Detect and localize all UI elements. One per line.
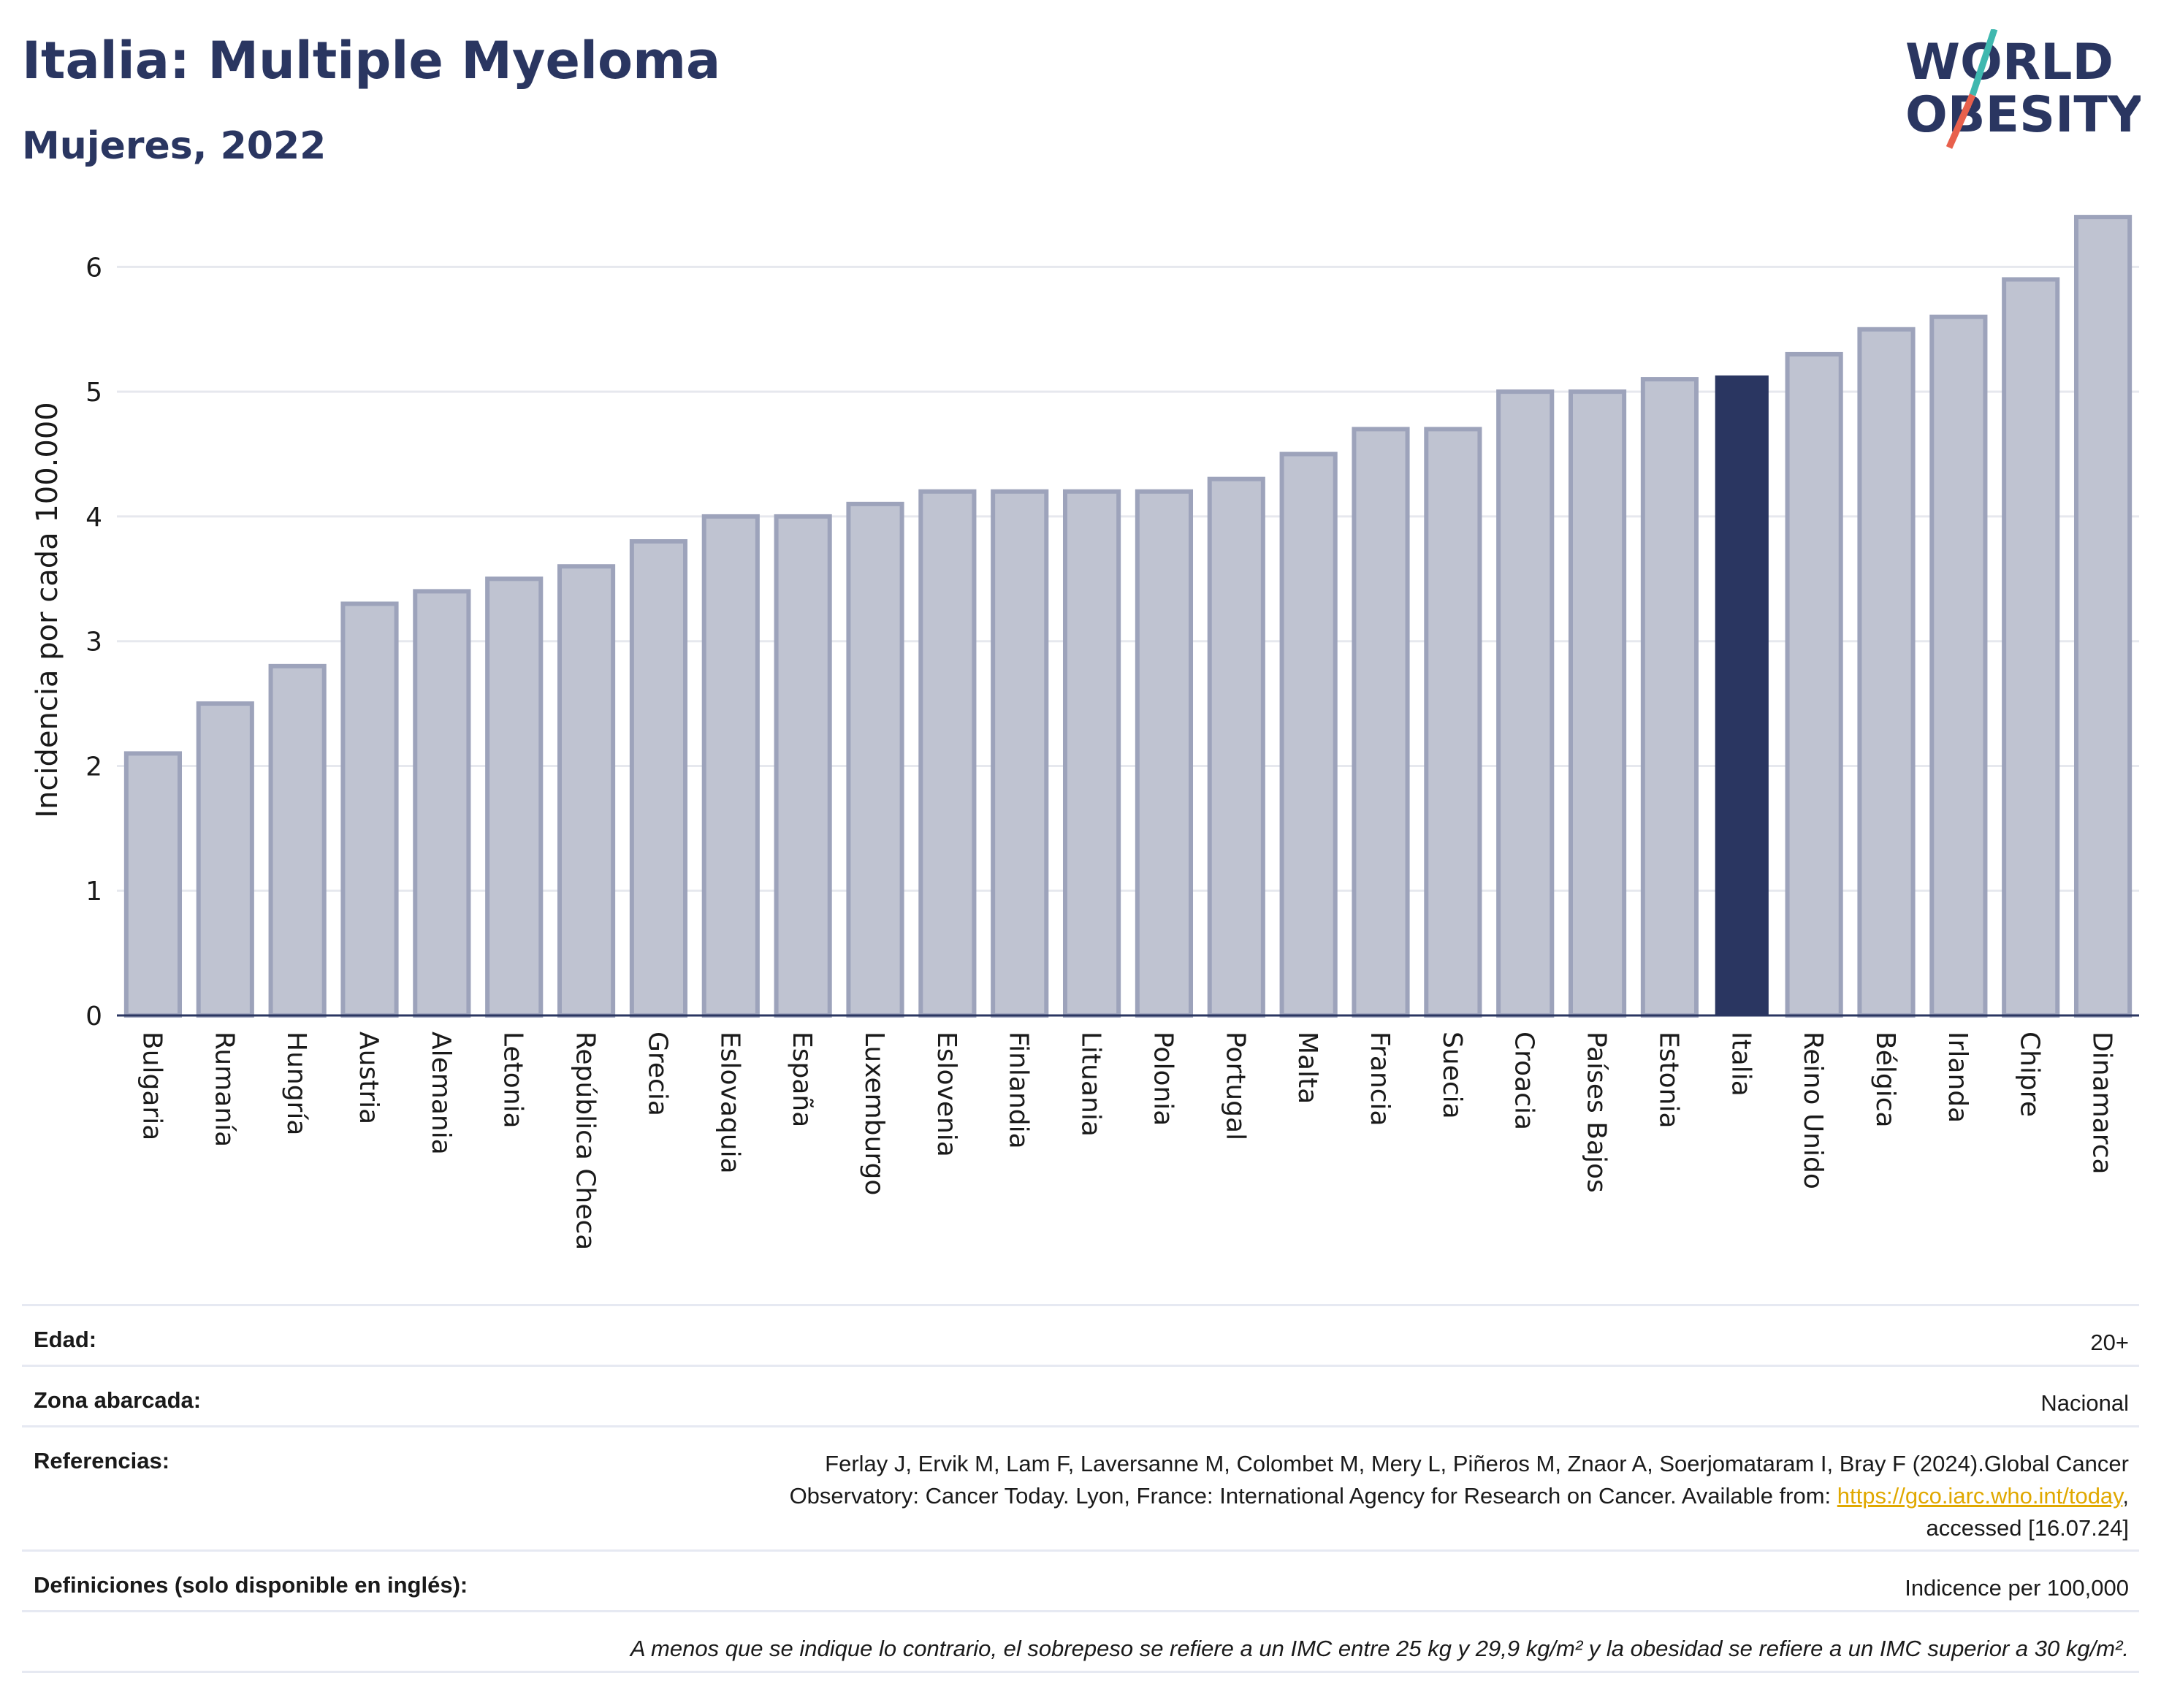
x-tick-label: Luxemburgo xyxy=(859,1032,889,1195)
y-tick-label: 1 xyxy=(85,877,102,907)
x-tick-label: Suecia xyxy=(1437,1032,1467,1119)
x-tick-label: Austria xyxy=(354,1032,384,1124)
def-value: Indicence per 100,000 xyxy=(1905,1575,2129,1601)
meta-row-zona: Zona abarcada: Nacional xyxy=(22,1365,2139,1425)
bar-irlanda xyxy=(1929,314,1988,1018)
bar-eslovaquia xyxy=(701,514,760,1018)
y-tick-label: 4 xyxy=(85,503,102,533)
y-tick-label: 0 xyxy=(85,1002,102,1032)
ref-line-3: accessed [16.07.24] xyxy=(1926,1515,2129,1541)
bar-polonia xyxy=(1135,489,1194,1018)
x-tick-label: Malta xyxy=(1292,1032,1322,1104)
x-axis-ticks: Bulgaria Rumanía Hungría Austria Alemania Let… xyxy=(137,1032,2116,1250)
meta-bottom-divider xyxy=(22,1671,2139,1673)
bar-chart: 0 1 2 3 4 5 6 Bulgaria Rumanía Hungría Austria Ale… xyxy=(31,215,2139,1250)
x-tick-label: Irlanda xyxy=(1943,1032,1973,1123)
meta-row-definiciones: Definiciones (solo disponible en inglés)… xyxy=(22,1549,2139,1610)
x-tick-label: República Checa xyxy=(571,1032,601,1250)
x-tick-label: Francia xyxy=(1365,1032,1395,1126)
logo-line-2: OBESITY xyxy=(1905,86,2141,144)
bar-austria xyxy=(340,601,399,1018)
bar-suecia xyxy=(1424,427,1482,1018)
bar-república-checa xyxy=(557,564,616,1018)
bar-finlandia xyxy=(991,489,1049,1018)
x-tick-label: Chipre xyxy=(2015,1032,2045,1117)
world-obesity-logo[interactable]: WORLD OBESITY xyxy=(1899,29,2141,157)
edad-label: Edad: xyxy=(34,1327,97,1352)
zona-label: Zona abarcada: xyxy=(34,1387,202,1413)
edad-value: 20+ xyxy=(2090,1330,2129,1355)
logo-line-1: WORLD xyxy=(1905,34,2114,91)
bar-bulgaria xyxy=(123,751,183,1018)
x-tick-label: Reino Unido xyxy=(1798,1032,1828,1189)
chart-title: Italia: Multiple Myeloma xyxy=(22,31,721,91)
obesity-note: A menos que se indique lo contrario, el … xyxy=(630,1636,2129,1661)
bar-portugal xyxy=(1207,476,1265,1018)
x-tick-label: España xyxy=(787,1032,817,1127)
y-tick-label: 3 xyxy=(85,628,102,657)
y-tick-label: 2 xyxy=(85,752,102,782)
bars xyxy=(123,215,2133,1018)
meta-row-referencias: Referencias: Ferlay J, Ervik M, Lam F, L… xyxy=(22,1425,2139,1549)
y-axis-label: Incidencia por cada 100.000 xyxy=(31,402,64,818)
bar-rumanía xyxy=(196,701,254,1018)
bar-bélgica xyxy=(1857,327,1916,1018)
x-tick-label: Portugal xyxy=(1220,1032,1250,1140)
ref-line-2-end: , xyxy=(2122,1483,2129,1509)
bar-lituania xyxy=(1062,489,1121,1018)
x-tick-label: Lituania xyxy=(1076,1032,1106,1137)
ref-line-2: Observatory: Cancer Today. Lyon, France:… xyxy=(789,1483,1837,1509)
x-tick-label: Eslovaquia xyxy=(714,1032,744,1174)
x-tick-label: Polonia xyxy=(1148,1032,1178,1126)
ref-link[interactable]: https://gco.iarc.who.int/today xyxy=(1837,1483,2123,1509)
x-tick-label: Croacia xyxy=(1509,1032,1539,1130)
x-tick-label: Hungría xyxy=(281,1032,311,1135)
bar-grecia xyxy=(629,539,688,1018)
x-tick-label: Rumanía xyxy=(209,1032,239,1147)
bar-francia xyxy=(1352,427,1410,1018)
x-tick-label: Grecia xyxy=(642,1032,672,1116)
bar-dinamarca xyxy=(2073,215,2133,1018)
logo-slash-teal xyxy=(1969,29,1998,96)
bar-países-bajos xyxy=(1568,389,1627,1018)
x-tick-label: Bélgica xyxy=(1870,1032,1900,1128)
x-tick-label: Alemania xyxy=(426,1032,456,1155)
bar-hungría xyxy=(268,663,327,1018)
zona-value: Nacional xyxy=(2040,1390,2129,1416)
def-label: Definiciones (solo disponible en inglés)… xyxy=(34,1572,468,1598)
y-tick-label: 6 xyxy=(85,253,102,283)
bar-croacia xyxy=(1496,389,1555,1018)
ref-line-1: Ferlay J, Ervik M, Lam F, Laversanne M, … xyxy=(825,1451,2129,1476)
ref-value: Ferlay J, Ervik M, Lam F, Laversanne M, … xyxy=(790,1448,2129,1544)
bar-estonia xyxy=(1640,377,1699,1018)
bar-eslovenia xyxy=(918,489,977,1018)
y-axis-ticks: 0 1 2 3 4 5 6 xyxy=(85,253,102,1032)
bar-reino-unido xyxy=(1785,351,1843,1018)
bar-alemania xyxy=(413,589,471,1018)
meta-row-note: A menos que se indique lo contrario, el … xyxy=(22,1610,2139,1671)
meta-row-edad: Edad: 20+ xyxy=(22,1304,2139,1365)
x-tick-label: Dinamarca xyxy=(2087,1032,2117,1175)
bar-luxemburgo xyxy=(846,501,904,1018)
bar-letonia xyxy=(485,576,544,1018)
x-tick-label: Italia xyxy=(1726,1032,1756,1097)
x-tick-label: Estonia xyxy=(1653,1032,1683,1129)
x-tick-label: Eslovenia xyxy=(931,1032,961,1157)
ref-label: Referencias: xyxy=(34,1448,170,1473)
y-tick-label: 5 xyxy=(85,378,102,408)
bar-españa xyxy=(774,514,832,1018)
bar-chipre xyxy=(2002,277,2060,1018)
chart-subtitle: Mujeres, 2022 xyxy=(22,124,327,168)
bar-malta xyxy=(1279,451,1338,1018)
logo-slash-red xyxy=(1945,94,1976,149)
bar-italia xyxy=(1715,375,1769,1015)
x-tick-label: Finlandia xyxy=(1004,1032,1034,1149)
x-tick-label: Países Bajos xyxy=(1582,1032,1612,1193)
x-tick-label: Letonia xyxy=(498,1032,528,1129)
x-tick-label: Bulgaria xyxy=(137,1032,167,1140)
metadata-table: Edad: 20+ Zona abarcada: Nacional Refere… xyxy=(22,1304,2139,1673)
